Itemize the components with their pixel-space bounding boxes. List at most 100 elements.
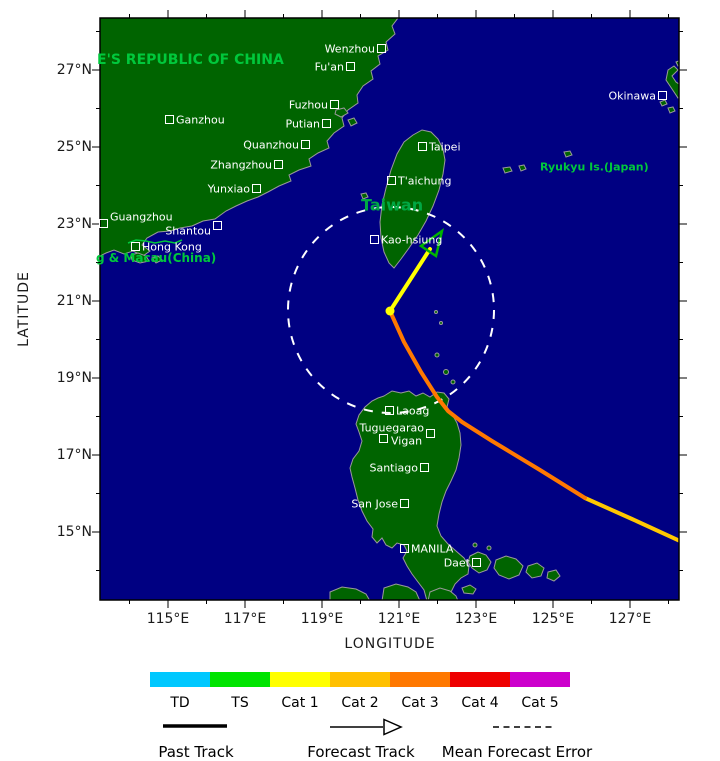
city-label: San Jose bbox=[351, 497, 398, 511]
island bbox=[486, 545, 492, 551]
lon-tick-label: 115°E bbox=[146, 611, 190, 627]
lon-tick-label: 127°E bbox=[608, 611, 652, 627]
hk-macau-border bbox=[127, 239, 183, 244]
island bbox=[563, 150, 573, 158]
city-label: Laoag bbox=[396, 404, 430, 418]
city-square-marker bbox=[99, 219, 108, 228]
island bbox=[434, 352, 440, 358]
legend-category-label: Cat 5 bbox=[521, 695, 559, 711]
hk-macau-label: g & Macau(China) bbox=[96, 251, 217, 265]
legend-swatch-cat-3 bbox=[390, 672, 450, 687]
city-square-marker bbox=[472, 558, 481, 567]
island bbox=[434, 310, 438, 314]
city-label: Ganzhou bbox=[176, 113, 225, 127]
island bbox=[467, 551, 492, 574]
city-square-marker bbox=[301, 140, 310, 149]
lat-tick-label: 27°N bbox=[56, 62, 92, 78]
forecast-track-label: Forecast Track bbox=[307, 743, 415, 761]
island bbox=[450, 379, 456, 385]
island bbox=[439, 321, 443, 325]
legend-swatch-td bbox=[150, 672, 210, 687]
legend-swatch-cat-2 bbox=[330, 672, 390, 687]
forecast-track-segment bbox=[388, 247, 432, 313]
city-label: Guangzhou bbox=[110, 210, 173, 224]
legend-swatch-cat-1 bbox=[270, 672, 330, 687]
city-square-marker bbox=[426, 429, 435, 438]
legend-swatch-ts bbox=[210, 672, 270, 687]
mean-forecast-error-label: Mean Forecast Error bbox=[441, 743, 593, 761]
city-square-marker bbox=[165, 115, 174, 124]
ryukyu-label: Ryukyu Is.(Japan) bbox=[540, 160, 649, 174]
city-label: MANILA bbox=[411, 542, 454, 556]
past-track-segment bbox=[388, 309, 587, 500]
city-square-marker bbox=[387, 176, 396, 185]
china-label: E'S REPUBLIC OF CHINA bbox=[97, 52, 284, 68]
lat-tick-label: 15°N bbox=[56, 524, 92, 540]
taiwan-island bbox=[379, 129, 446, 269]
island bbox=[472, 542, 478, 548]
island bbox=[360, 192, 369, 200]
island bbox=[130, 252, 150, 264]
china-landmass bbox=[100, 18, 399, 257]
current-position-dot bbox=[385, 306, 395, 316]
island bbox=[381, 583, 421, 600]
city-square-marker bbox=[420, 463, 429, 472]
city-label: Kao-hsiung bbox=[381, 233, 443, 247]
city-label: Wenzhou bbox=[324, 42, 375, 56]
forecast-track-sample-arrow bbox=[330, 718, 403, 736]
lat-tick-label: 21°N bbox=[56, 293, 92, 309]
okinawa-island bbox=[665, 65, 679, 99]
island bbox=[461, 584, 477, 595]
lat-tick-label: 17°N bbox=[56, 447, 92, 463]
city-square-marker bbox=[379, 434, 388, 443]
island bbox=[347, 117, 358, 127]
city-square-marker bbox=[658, 91, 667, 100]
city-square-marker bbox=[418, 142, 427, 151]
island bbox=[525, 562, 545, 579]
city-label: Putian bbox=[285, 117, 321, 131]
city-label: Daet bbox=[443, 556, 470, 570]
city-label: Fu'an bbox=[314, 60, 344, 74]
city-square-marker bbox=[400, 544, 409, 553]
city-label: Fuzhou bbox=[288, 98, 328, 112]
island bbox=[334, 107, 349, 118]
city-square-marker bbox=[370, 235, 379, 244]
city-label: Yunxiao bbox=[207, 182, 250, 196]
longitude-axis-title: LONGITUDE bbox=[344, 636, 436, 652]
city-label: Quanzhou bbox=[243, 138, 299, 152]
island bbox=[518, 164, 527, 172]
city-square-marker bbox=[213, 221, 222, 230]
island bbox=[546, 569, 561, 582]
city-label: T'aichung bbox=[398, 174, 452, 188]
lon-tick-label: 117°E bbox=[223, 611, 267, 627]
city-label: Shantou bbox=[165, 224, 211, 238]
legend-category-label: Cat 4 bbox=[461, 695, 499, 711]
island bbox=[427, 587, 459, 600]
city-label: Tuguegarao bbox=[359, 421, 424, 435]
island bbox=[493, 555, 524, 580]
city-square-marker bbox=[274, 160, 283, 169]
city-label: Hong Kong bbox=[142, 240, 202, 254]
mean-forecast-error-circle bbox=[287, 206, 495, 414]
legend-category-label: Cat 1 bbox=[281, 695, 319, 711]
lon-tick-label: 123°E bbox=[454, 611, 498, 627]
legend-category-label: TD bbox=[170, 695, 190, 711]
legend-category-label: TS bbox=[231, 695, 249, 711]
city-label: Zhangzhou bbox=[210, 158, 272, 172]
island bbox=[151, 255, 163, 264]
city-label: Vigan bbox=[391, 434, 423, 448]
lat-tick-label: 25°N bbox=[56, 139, 92, 155]
island bbox=[502, 166, 513, 174]
legend-swatch-cat-4 bbox=[450, 672, 510, 687]
past-track-segment bbox=[583, 496, 679, 543]
latitude-axis-title: LATITUDE bbox=[16, 271, 32, 347]
island bbox=[659, 99, 668, 107]
city-label: Taipei bbox=[429, 140, 461, 154]
taiwan-label: Taiwan bbox=[361, 195, 424, 215]
map-border bbox=[99, 17, 680, 601]
city-square-marker bbox=[252, 184, 261, 193]
lon-tick-label: 121°E bbox=[377, 611, 421, 627]
legend-category-label: Cat 2 bbox=[341, 695, 379, 711]
